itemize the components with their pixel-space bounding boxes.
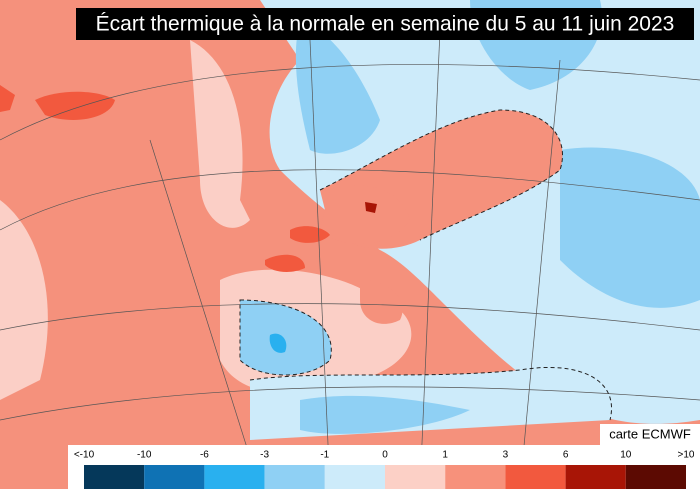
legend-label: -1 <box>320 450 329 461</box>
legend-label: -6 <box>200 450 209 461</box>
legend-label: <-10 <box>74 450 95 461</box>
legend-label: 3 <box>503 450 509 461</box>
legend-label: -10 <box>137 450 152 461</box>
legend-swatch <box>84 465 145 489</box>
legend-label: 1 <box>442 450 448 461</box>
legend-swatch <box>264 465 325 489</box>
legend-swatch <box>505 465 566 489</box>
legend-swatch <box>385 465 446 489</box>
legend-swatch <box>204 465 265 489</box>
map-title: Écart thermique à la normale en semaine … <box>96 13 675 36</box>
legend-swatch <box>445 465 506 489</box>
color-legend: <-10 -10 -6 -3 -1 0 1 3 6 10 >10 <box>68 445 700 489</box>
credit: carte ECMWF <box>609 426 691 441</box>
legend-swatch <box>144 465 205 489</box>
title-box: Écart thermique à la normale en semaine … <box>76 8 694 40</box>
credit-box: carte ECMWF <box>600 424 700 445</box>
legend-label: 10 <box>620 450 632 461</box>
legend-label: -3 <box>260 450 269 461</box>
legend-label: 6 <box>563 450 569 461</box>
legend-swatch <box>324 465 385 489</box>
legend-swatch <box>565 465 626 489</box>
legend-label: >10 <box>678 450 695 461</box>
legend-swatch <box>625 465 686 489</box>
legend-label: 0 <box>382 450 388 461</box>
